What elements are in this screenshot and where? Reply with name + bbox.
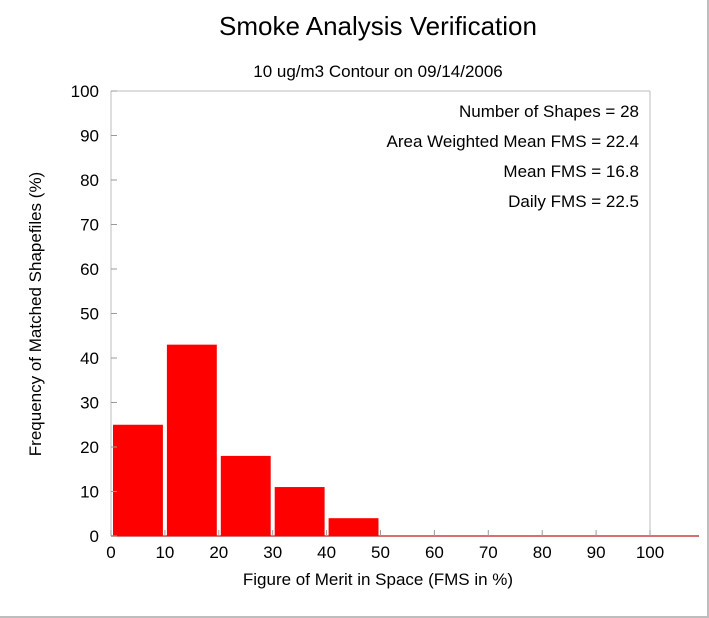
histogram-bar	[220, 455, 271, 536]
stats-annotation: Number of Shapes = 28	[459, 102, 639, 121]
chart-subtitle: 10 ug/m3 Contour on 09/14/2006	[253, 62, 503, 81]
x-tick-label: 30	[263, 543, 282, 562]
x-tick-label: 0	[106, 543, 115, 562]
histogram-bar	[113, 424, 163, 536]
x-tick-label: 90	[587, 543, 606, 562]
x-tick-label: 10	[155, 543, 174, 562]
y-tick-label: 30	[80, 394, 99, 413]
y-tick-label: 70	[80, 216, 99, 235]
y-axis-label: Frequency of Matched Shapefiles (%)	[26, 172, 45, 456]
y-tick-label: 100	[71, 82, 99, 101]
y-tick-label: 0	[90, 527, 99, 546]
stats-annotation: Area Weighted Mean FMS = 22.4	[387, 132, 639, 151]
histogram-bar	[274, 487, 325, 536]
x-tick-label: 100	[636, 543, 664, 562]
y-tick-label: 90	[80, 127, 99, 146]
x-tick-label: 60	[425, 543, 444, 562]
x-tick-label: 50	[371, 543, 390, 562]
y-tick-label: 80	[80, 171, 99, 190]
histogram-bar	[328, 518, 379, 536]
chart-title: Smoke Analysis Verification	[219, 11, 537, 41]
y-tick-label: 60	[80, 260, 99, 279]
x-tick-label: 80	[533, 543, 552, 562]
histogram-bar	[166, 344, 217, 536]
x-tick-label: 20	[209, 543, 228, 562]
x-tick-label: 70	[479, 543, 498, 562]
y-tick-label: 40	[80, 349, 99, 368]
stats-annotation: Mean FMS = 16.8	[503, 162, 639, 181]
y-tick-label: 20	[80, 438, 99, 457]
x-tick-label: 40	[317, 543, 336, 562]
stats-annotation: Daily FMS = 22.5	[508, 192, 639, 211]
x-axis-label: Figure of Merit in Space (FMS in %)	[243, 570, 513, 589]
y-tick-label: 10	[80, 483, 99, 502]
y-tick-label: 50	[80, 305, 99, 324]
